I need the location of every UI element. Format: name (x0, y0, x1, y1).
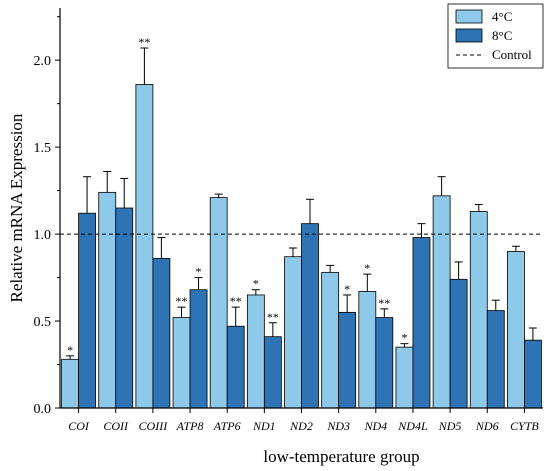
bar-8c-cytb (524, 339, 542, 409)
significance-4c-nd4: * (364, 261, 370, 275)
x-tick-label-nd4l: ND4L (397, 419, 428, 433)
significance-8c-nd4: ** (378, 296, 390, 310)
bar-8c-nd4l (412, 237, 431, 409)
bar-4c-nd6 (469, 211, 488, 409)
significance-4c-nd1: * (253, 277, 259, 291)
bar-4c-coi (61, 358, 79, 409)
significance-8c-nd3: * (344, 282, 350, 296)
bar-4c-atp6 (209, 197, 228, 409)
y-tick-label-0: 0.0 (34, 402, 52, 417)
significance-8c-atp8: * (196, 265, 202, 279)
bar-4c-nd3 (321, 271, 340, 409)
significance-8c-nd1: ** (267, 310, 279, 324)
significance-4c-coiii: ** (138, 35, 150, 49)
x-tick-label-coi: COI (68, 419, 90, 433)
legend-swatch-8c (455, 28, 483, 43)
bar-4c-coii (98, 191, 117, 409)
x-axis-title: low-temperature group (263, 447, 419, 466)
x-tick-label-nd3: ND3 (326, 419, 350, 433)
bar-4c-atp8 (172, 317, 191, 409)
legend: 4°C 8°C Control (447, 3, 544, 69)
bar-8c-nd1 (263, 336, 282, 409)
significance-layer: **************** (67, 35, 407, 357)
bars-layer (61, 84, 542, 409)
x-tick-label-atp8: ATP8 (176, 419, 204, 433)
x-tick-label-coiii: COIII (139, 419, 169, 433)
axes-layer: COI COII COIII ATP8 ATP6 ND1 ND2 ND3 ND4 ND4L ND5 N… (34, 8, 543, 433)
bar-8c-nd5 (449, 278, 468, 409)
x-tick-label-nd2: ND2 (289, 419, 313, 433)
bar-4c-nd4 (358, 291, 377, 409)
y-tick-label-3: 1.5 (34, 141, 52, 156)
legend-label-8c: 8°C (492, 28, 512, 43)
x-tick-label-atp6: ATP6 (213, 419, 241, 433)
bar-4c-nd1 (246, 294, 265, 409)
legend-swatch-4c (455, 9, 483, 24)
bar-4c-cytb (507, 251, 525, 409)
bar-8c-coi (78, 212, 96, 409)
x-tick-label-cytb: CYTB (510, 419, 539, 433)
error-bars-layer (66, 47, 537, 360)
bar-8c-atp6 (226, 325, 245, 409)
y-tick-label-1: 0.5 (34, 315, 52, 330)
legend-label-control: Control (492, 47, 532, 62)
bar-4c-nd2 (284, 256, 302, 409)
bar-8c-coiii (152, 258, 171, 409)
bar-4c-nd4l (395, 346, 414, 409)
bar-8c-nd6 (486, 310, 505, 409)
y-tick-label-2: 1.0 (34, 228, 52, 243)
bar-8c-coii (115, 207, 134, 409)
bar-8c-atp8 (189, 289, 208, 409)
bar-8c-nd4 (375, 317, 394, 409)
bar-4c-nd5 (432, 195, 451, 409)
y-tick-label-4: 2.0 (34, 54, 52, 69)
x-tick-label-nd1: ND1 (252, 419, 276, 433)
x-tick-label-coii: COII (103, 419, 129, 433)
x-tick-label-nd4: ND4 (363, 419, 387, 433)
significance-4c-coi: * (67, 343, 73, 357)
significance-4c-nd4l: * (401, 331, 407, 345)
legend-label-4c: 4°C (492, 9, 512, 24)
x-tick-label-nd5: ND5 (438, 419, 462, 433)
significance-8c-atp6: ** (230, 294, 242, 308)
x-tick-label-nd6: ND6 (475, 419, 499, 433)
significance-4c-atp8: ** (176, 294, 188, 308)
bar-8c-nd3 (338, 311, 357, 409)
bar-4c-coiii (135, 84, 154, 409)
bar-8c-nd2 (301, 223, 319, 409)
y-axis-title: Relative mRNA Expression (7, 113, 26, 302)
